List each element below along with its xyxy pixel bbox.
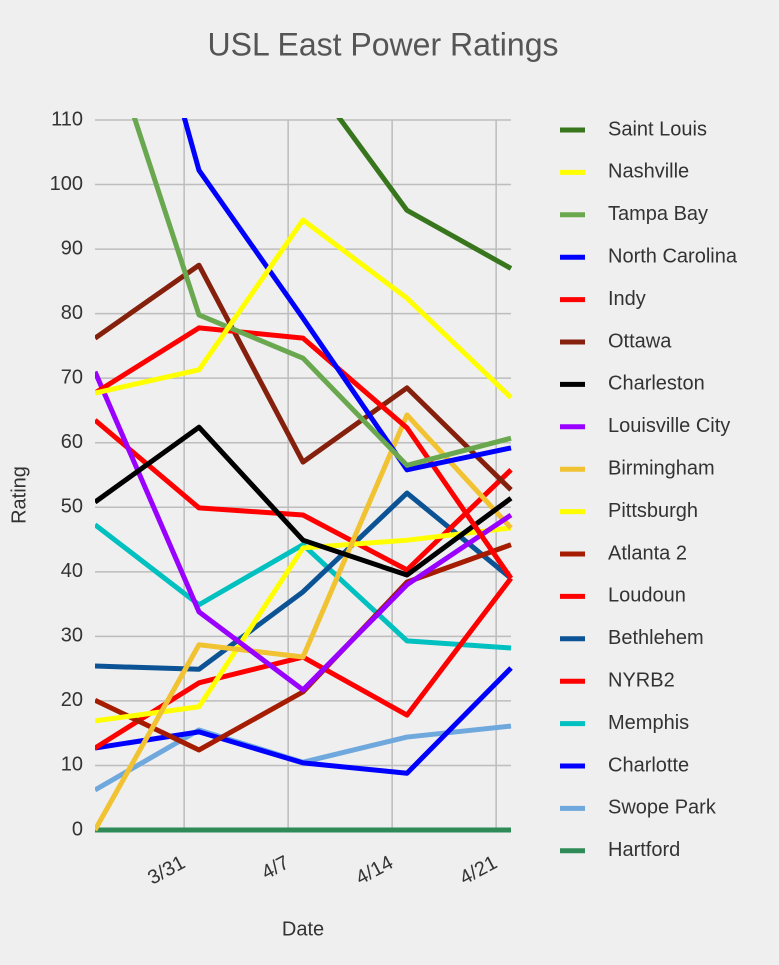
legend-label: Ottawa	[608, 330, 672, 352]
legend-label: Swope Park	[608, 797, 717, 819]
legend-label: Memphis	[608, 712, 689, 734]
y-tick-label: 110	[51, 108, 83, 130]
chart-title: USL East Power Ratings	[208, 26, 559, 62]
y-tick-label: 10	[61, 754, 83, 776]
x-axis-label: Date	[282, 918, 324, 940]
x-tick-label: 4/14	[352, 852, 397, 890]
series-line	[95, 370, 513, 693]
series-line	[95, 424, 513, 578]
series-line	[95, 723, 512, 793]
y-tick-label: 50	[61, 496, 83, 518]
legend-label: Loudoun	[608, 585, 686, 607]
series-line	[336, 118, 513, 271]
legend-label: Pittsburgh	[608, 500, 698, 522]
legend-label: Birmingham	[608, 457, 715, 479]
series-line	[131, 118, 512, 468]
legend-label: Hartford	[608, 839, 680, 861]
series-line	[95, 490, 513, 672]
series-line	[95, 666, 513, 776]
legend-label: Saint Louis	[608, 118, 707, 140]
legend-label: Tampa Bay	[608, 203, 708, 225]
y-tick-label: 70	[61, 366, 83, 388]
y-tick-label: 20	[61, 689, 83, 711]
legend-label: Bethlehem	[608, 627, 704, 649]
y-tick-label: 60	[61, 431, 83, 453]
series-line	[95, 325, 513, 580]
legend-label: Charlotte	[608, 754, 689, 776]
x-tick-label: 4/7	[258, 852, 293, 884]
y-tick-label: 90	[61, 237, 83, 259]
legend-label: Indy	[608, 288, 646, 310]
series-line	[95, 522, 512, 651]
series-line	[95, 217, 513, 400]
legend-label: North Carolina	[608, 245, 738, 267]
legend-label: Louisville City	[608, 415, 730, 437]
grid: 0 10 20 30 40 50 60 70 80 90 100 110 3/31 4/7 4/14 4/21	[50, 108, 511, 889]
lines	[95, 118, 513, 833]
legend: Saint Louis Nashville Tampa Bay North Carol…	[560, 118, 738, 861]
series-line	[181, 118, 512, 473]
y-tick-label: 80	[61, 302, 83, 324]
legend-label: Charleston	[608, 373, 705, 395]
y-tick-label: 30	[61, 625, 83, 647]
legend-label: NYRB2	[608, 669, 675, 691]
series-line	[95, 412, 513, 832]
y-tick-label: 100	[50, 173, 83, 195]
legend-label: Atlanta 2	[608, 542, 687, 564]
x-tick-label: 3/31	[144, 852, 189, 890]
y-tick-label: 0	[72, 818, 83, 840]
x-tick-label: 4/21	[456, 852, 501, 890]
y-axis-label: Rating	[8, 466, 30, 524]
y-tick-label: 40	[61, 560, 83, 582]
legend-label: Nashville	[608, 161, 689, 183]
series-line	[95, 262, 513, 492]
